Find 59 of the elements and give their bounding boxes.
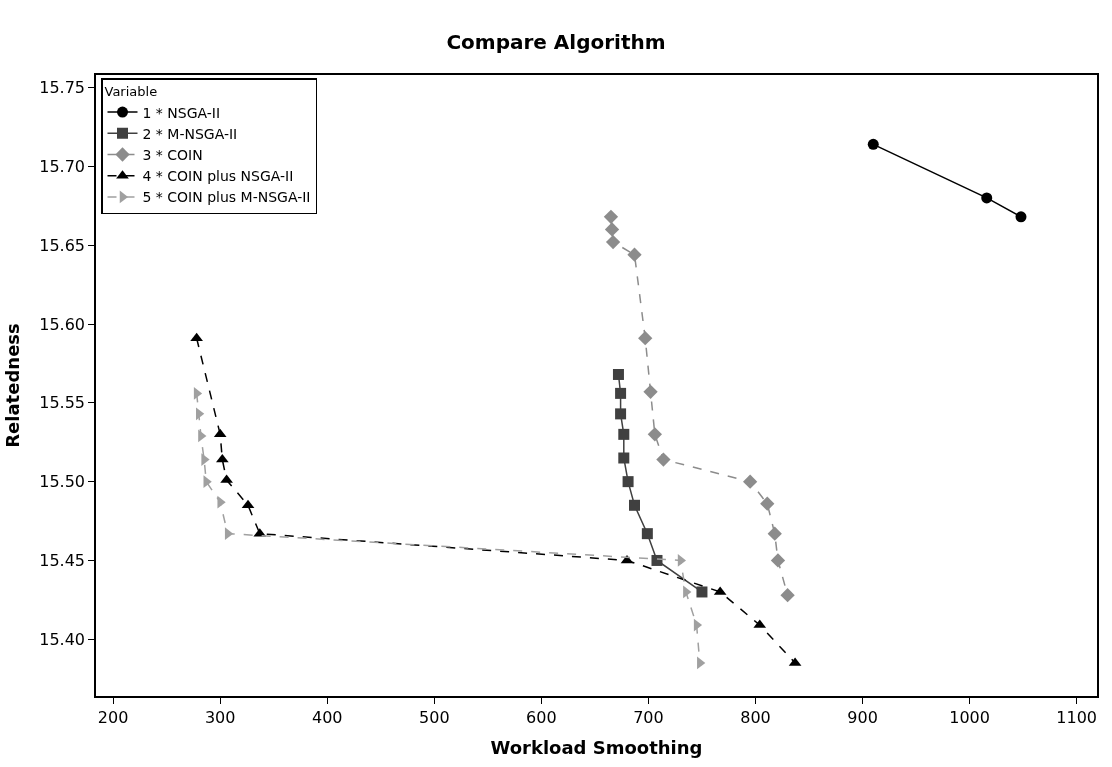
point xyxy=(767,526,782,541)
point xyxy=(618,428,630,440)
y-tick-label: 15.65 xyxy=(39,235,86,255)
legend-title: Variable xyxy=(104,84,158,100)
point xyxy=(693,618,703,632)
x-tick-label: 400 xyxy=(311,707,343,727)
point xyxy=(622,476,634,488)
y-axis-title: Relatedness xyxy=(1,323,23,448)
x-tick-label: 700 xyxy=(633,707,664,727)
point xyxy=(615,408,627,420)
point xyxy=(612,368,624,380)
legend-label: 5 * COIN plus M-NSGA-II xyxy=(142,189,311,206)
point xyxy=(638,331,653,346)
point xyxy=(981,192,993,204)
y-tick-label: 15.55 xyxy=(39,393,86,413)
point xyxy=(696,586,708,598)
point xyxy=(677,554,687,567)
y-tick-label: 15.45 xyxy=(39,551,86,571)
point xyxy=(641,528,653,540)
legend-label: 4 * COIN plus NSGA-II xyxy=(142,168,294,185)
point xyxy=(647,427,662,442)
point xyxy=(604,222,620,237)
legend-label: 3 * COIN xyxy=(142,146,203,163)
point xyxy=(770,553,786,568)
point xyxy=(656,452,671,467)
x-tick-label: 600 xyxy=(526,707,557,727)
x-tick-label: 1000 xyxy=(949,707,990,727)
point xyxy=(213,428,227,438)
point xyxy=(193,387,203,400)
point xyxy=(241,499,255,509)
x-tick-label: 300 xyxy=(204,707,236,727)
x-tick-label: 800 xyxy=(740,707,771,727)
y-tick-label: 15.40 xyxy=(39,629,86,649)
x-tick-label: 900 xyxy=(847,707,878,727)
point xyxy=(603,209,619,224)
y-tick-label: 15.60 xyxy=(39,314,86,334)
y-tick-label: 15.70 xyxy=(39,157,86,177)
y-tick-label: 15.50 xyxy=(39,472,86,492)
point xyxy=(627,247,642,262)
point xyxy=(760,496,775,511)
point xyxy=(224,527,234,541)
x-tick-label: 500 xyxy=(419,707,450,727)
legend-label: 2 * M-NSGA-II xyxy=(142,125,238,142)
point xyxy=(780,587,795,603)
x-axis-title: Workload Smoothing xyxy=(490,736,703,758)
chart-title: Compare Algorithm xyxy=(446,29,666,54)
point xyxy=(643,384,658,399)
point xyxy=(1015,211,1027,223)
point xyxy=(867,138,879,150)
point xyxy=(605,234,621,250)
legend-label: 1 * NSGA-II xyxy=(142,104,221,121)
x-tick-label: 200 xyxy=(97,707,129,727)
y-tick-label: 15.75 xyxy=(39,78,86,98)
x-tick-label: 1100 xyxy=(1056,707,1098,727)
point xyxy=(651,554,663,566)
point xyxy=(615,387,627,399)
point xyxy=(629,499,641,511)
point xyxy=(742,474,758,489)
point xyxy=(618,452,630,464)
